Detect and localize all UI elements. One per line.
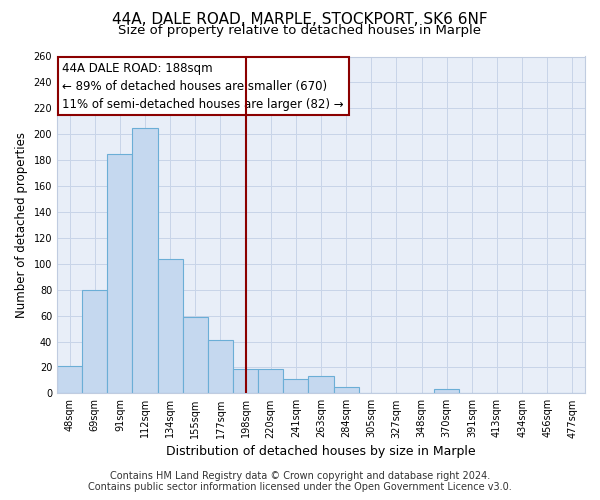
Bar <box>57 366 82 394</box>
Y-axis label: Number of detached properties: Number of detached properties <box>15 132 28 318</box>
Bar <box>283 379 308 394</box>
Bar <box>334 387 359 394</box>
Bar <box>208 340 233 394</box>
Bar <box>434 390 459 394</box>
Text: Contains HM Land Registry data © Crown copyright and database right 2024.
Contai: Contains HM Land Registry data © Crown c… <box>88 471 512 492</box>
Bar <box>107 154 133 394</box>
Bar <box>158 258 183 394</box>
Bar <box>308 376 334 394</box>
Text: 44A DALE ROAD: 188sqm
← 89% of detached houses are smaller (670)
11% of semi-det: 44A DALE ROAD: 188sqm ← 89% of detached … <box>62 62 344 110</box>
Text: Size of property relative to detached houses in Marple: Size of property relative to detached ho… <box>119 24 482 37</box>
Bar <box>133 128 158 394</box>
X-axis label: Distribution of detached houses by size in Marple: Distribution of detached houses by size … <box>166 444 476 458</box>
Text: 44A, DALE ROAD, MARPLE, STOCKPORT, SK6 6NF: 44A, DALE ROAD, MARPLE, STOCKPORT, SK6 6… <box>112 12 488 28</box>
Bar <box>258 368 283 394</box>
Bar <box>233 368 258 394</box>
Bar <box>82 290 107 394</box>
Bar <box>183 317 208 394</box>
